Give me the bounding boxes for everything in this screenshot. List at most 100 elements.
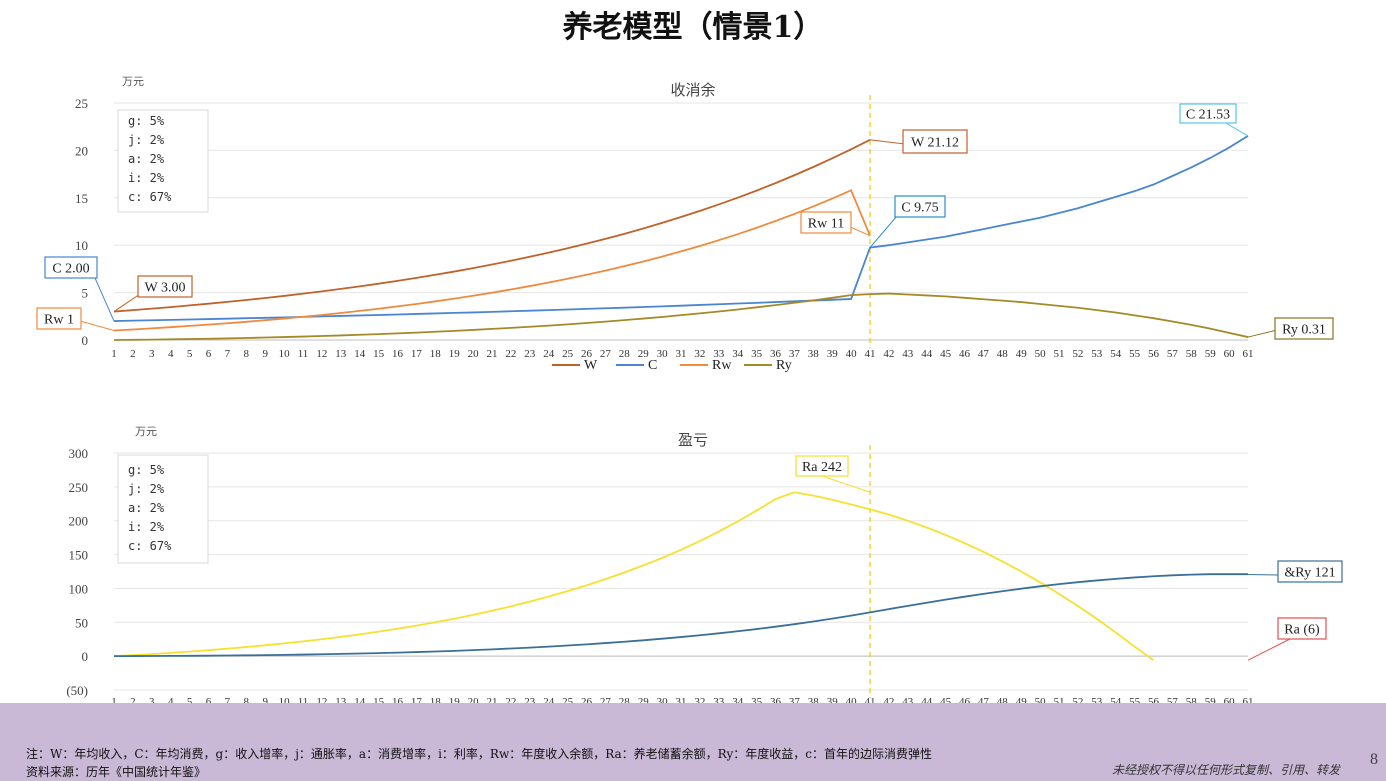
x-tick-label: 3 — [149, 696, 155, 708]
x-tick-label: 26 — [581, 696, 593, 708]
x-tick-label: 45 — [940, 348, 952, 360]
x-tick-label: 24 — [543, 696, 555, 708]
callout-box — [800, 211, 852, 234]
x-tick-label: 45 — [940, 696, 952, 708]
x-tick-label: 19 — [449, 348, 461, 360]
parameter-box — [117, 454, 209, 564]
callout-leader — [869, 215, 898, 248]
x-tick-label: 25 — [562, 348, 574, 360]
x-tick-label: 36 — [770, 696, 782, 708]
x-tick-label: 37 — [789, 348, 801, 360]
x-tick-label: 2 — [130, 696, 136, 708]
callout-leader — [1247, 638, 1291, 661]
x-tick-label: 39 — [827, 348, 839, 360]
legend-label: W — [584, 358, 598, 373]
parameter-label: i: 2% — [128, 171, 165, 185]
x-tick-label: 52 — [1072, 348, 1083, 360]
x-tick-label: 60 — [1224, 348, 1236, 360]
callout-box — [1179, 103, 1237, 124]
x-tick-label: 30 — [657, 696, 669, 708]
parameter-label: g: 5% — [128, 114, 165, 128]
callout-box — [44, 256, 98, 279]
x-tick-label: 34 — [732, 348, 744, 360]
x-tick-label: 23 — [524, 348, 536, 360]
x-tick-label: 27 — [600, 348, 612, 360]
x-tick-label: 53 — [1091, 696, 1103, 708]
callout-box — [36, 307, 82, 330]
x-tick-label: 32 — [694, 696, 705, 708]
x-tick-label: 18 — [430, 348, 442, 360]
x-tick-label: 13 — [335, 696, 347, 708]
callout-leader — [1223, 121, 1249, 137]
y-tick-label: 200 — [69, 514, 89, 529]
callout-box — [1274, 317, 1334, 340]
callout-box — [137, 275, 193, 298]
y-tick-label: 100 — [69, 581, 89, 596]
x-tick-label: 58 — [1186, 696, 1198, 708]
data-label: C 2.00 — [52, 262, 89, 277]
data-label: C 21.53 — [1186, 108, 1230, 123]
x-tick-label: 10 — [279, 348, 291, 360]
x-tick-label: 61 — [1243, 348, 1254, 360]
callout-box — [795, 455, 849, 477]
x-tick-label: 8 — [244, 348, 250, 360]
data-label: C 9.75 — [901, 201, 938, 216]
x-tick-label: 33 — [713, 696, 725, 708]
x-tick-label: 36 — [770, 348, 782, 360]
y-tick-label: 20 — [75, 143, 88, 158]
x-tick-label: 49 — [1016, 696, 1028, 708]
x-tick-label: 42 — [883, 348, 894, 360]
callout-leader — [847, 225, 871, 237]
data-label: W 3.00 — [145, 281, 186, 296]
x-tick-label: 61 — [1243, 696, 1254, 708]
x-tick-label: 42 — [883, 696, 894, 708]
x-tick-label: 54 — [1110, 696, 1122, 708]
x-tick-label: 11 — [298, 348, 309, 360]
y-tick-label: 150 — [69, 548, 89, 563]
x-tick-label: 3 — [149, 348, 155, 360]
callout-leader — [821, 475, 871, 493]
data-label: &Ry 121 — [1284, 566, 1335, 581]
x-tick-label: 46 — [959, 696, 971, 708]
x-tick-label: 38 — [808, 348, 820, 360]
y-tick-label: 10 — [75, 238, 88, 253]
x-tick-label: 50 — [1035, 696, 1047, 708]
x-tick-label: 9 — [262, 696, 268, 708]
x-tick-label: 53 — [1091, 348, 1103, 360]
x-tick-label: 35 — [751, 348, 763, 360]
x-tick-label: 4 — [168, 348, 174, 360]
x-tick-label: 28 — [619, 696, 631, 708]
chart-title: 收消余 — [670, 81, 715, 99]
callout-leader — [113, 293, 141, 312]
x-tick-label: 5 — [187, 696, 193, 708]
page-number: 8 — [1370, 751, 1378, 768]
series-line-ry — [113, 573, 1248, 658]
callout-leader — [869, 139, 906, 145]
parameter-label: i: 2% — [128, 520, 165, 534]
callout-box — [894, 195, 946, 218]
x-tick-label: 17 — [411, 348, 423, 360]
x-tick-label: 60 — [1224, 696, 1236, 708]
x-tick-label: 57 — [1167, 696, 1179, 708]
x-tick-label: 43 — [902, 696, 914, 708]
x-tick-label: 29 — [638, 696, 650, 708]
x-tick-label: 19 — [449, 696, 461, 708]
x-tick-label: 40 — [846, 696, 858, 708]
callout-leader — [79, 320, 115, 332]
parameter-label: a: 2% — [128, 501, 165, 515]
footnote-definitions: 注：W：年均收入，C：年均消费，g：收入增率，j：通胀率，a：消费增率，i：利率… — [26, 747, 933, 761]
x-tick-label: 9 — [262, 348, 268, 360]
x-tick-label: 15 — [373, 348, 385, 360]
legend-label: Ry — [776, 358, 792, 373]
parameter-box — [117, 109, 209, 213]
y-tick-label: 0 — [82, 333, 89, 348]
x-tick-label: 34 — [732, 696, 744, 708]
x-tick-label: 20 — [468, 348, 480, 360]
x-tick-label: 32 — [694, 348, 705, 360]
y-tick-label: 300 — [69, 446, 89, 461]
y-tick-label: 50 — [75, 615, 88, 630]
x-tick-label: 15 — [373, 696, 385, 708]
x-tick-label: 21 — [487, 696, 498, 708]
